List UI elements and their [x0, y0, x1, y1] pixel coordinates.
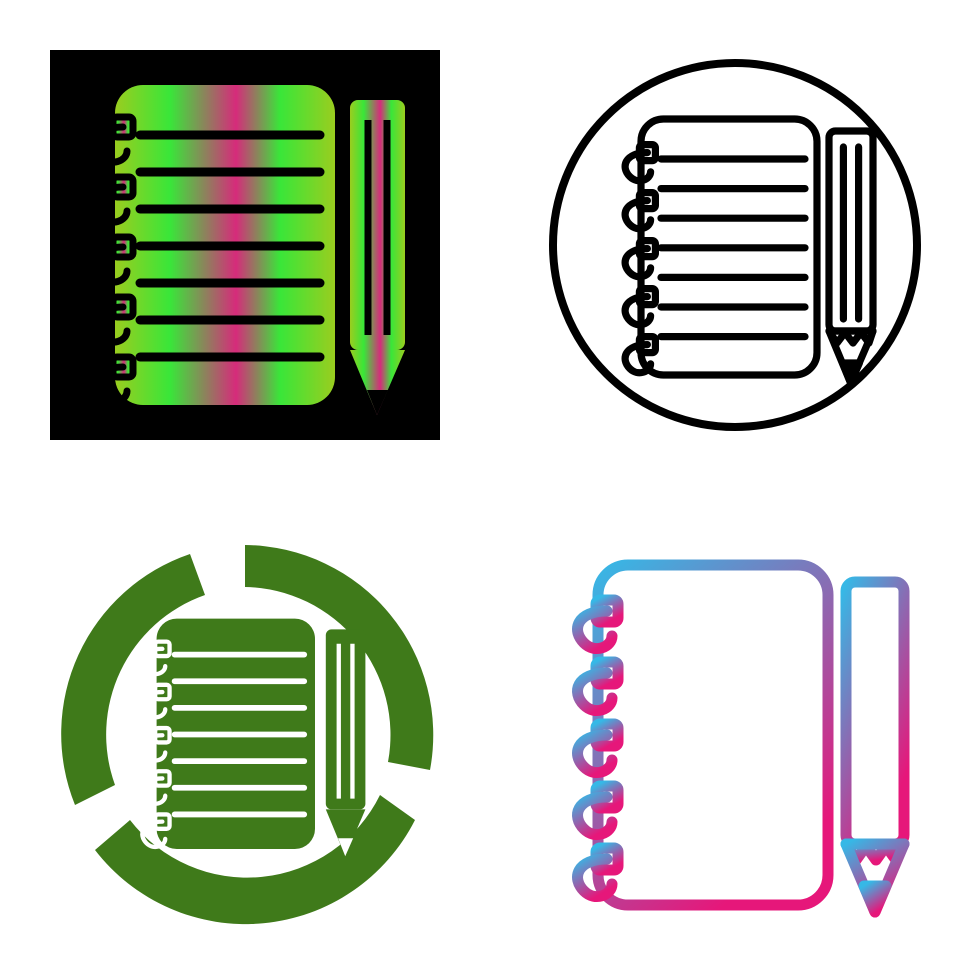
notebook-pencil-icon [30, 520, 460, 950]
variant-black-outline-circle [490, 0, 980, 490]
notebook-pencil-icon [550, 540, 920, 930]
notebook-pencil-icon [50, 50, 440, 440]
notebook-pencil-icon [535, 45, 935, 445]
icon-variant-grid [0, 0, 980, 980]
variant-green-solid-swirl [0, 490, 490, 980]
variant-gradient-on-black [0, 0, 490, 490]
variant-gradient-outline [490, 490, 980, 980]
